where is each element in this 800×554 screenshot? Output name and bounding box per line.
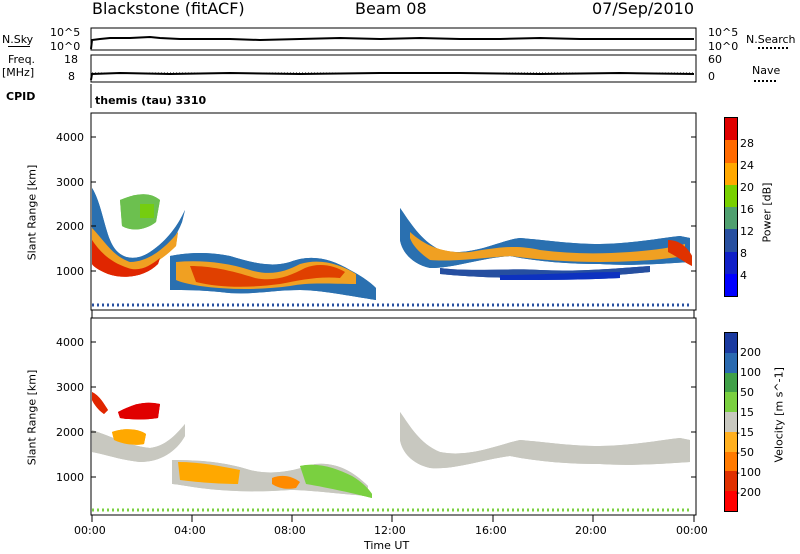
x-axis-label: Time UT [364,539,410,552]
nsearch-legend-line [758,47,788,49]
vel-cbtick-200: 200 [740,346,761,359]
power-colorbar [724,117,738,297]
cpid-label: CPID [6,90,36,103]
power-colorbar-segment [725,251,737,274]
nave-label: Nave [752,64,781,77]
power-panel [90,112,697,311]
power-cb-label: Power [dB] [760,182,774,243]
vel-cbtick-m100: -100 [736,466,761,479]
vel-cbtick-m50: -50 [736,446,754,459]
power-echoes [92,188,692,300]
beam-title: Beam 08 [355,0,427,18]
nsky-trace [90,35,694,50]
xtick-0400: 04:00 [174,524,206,537]
cpid-value: themis (tau) 3310 [95,94,207,107]
freq-tick-top: 18 [64,53,78,66]
nsky-label: N.Sky [2,33,34,46]
velocity-panel [90,317,697,516]
power-ylabel: Slant Range [km] [25,164,39,261]
power-ytick-3000: 3000 [56,176,84,189]
velocity-colorbar-segment [725,491,737,512]
power-cbtick-8: 8 [740,247,747,260]
power-colorbar-segment [725,273,737,296]
x-axis-ticks [91,310,695,522]
vel-cbtick-m15: -15 [736,426,754,439]
power-cbtick-12: 12 [740,225,754,238]
nsky-panel [90,27,697,108]
velocity-colorbar-segment [725,471,737,492]
velocity-colorbar-segment [725,451,737,472]
nsky-legend-line [8,46,30,47]
nsky-tick-top: 10^5 [50,26,81,39]
power-ytick-1000: 1000 [56,265,84,278]
power-colorbar-segment [725,207,737,230]
velocity-colorbar-segment [725,431,737,452]
xtick-0000: 00:00 [74,524,106,537]
power-cbtick-24: 24 [740,159,754,172]
nsky-tick-bottom: 10^0 [50,40,81,53]
nsearch-tick-bottom: 10^0 [708,40,739,53]
xtick-2000: 20:00 [575,524,607,537]
power-colorbar-segment [725,229,737,252]
velocity-colorbar-segment [725,412,737,432]
velocity-colorbar-segment [725,333,737,353]
freq-trace [90,71,695,81]
power-cbtick-28: 28 [740,137,754,150]
velocity-echoes [92,392,690,498]
power-colorbar-segment [725,184,737,207]
freq-unit-label: [MHz] [2,66,35,79]
power-colorbar-segment [725,118,737,141]
station-title: Blackstone (fitACF) [92,0,245,18]
nave-tick-top: 60 [708,53,722,66]
power-cbtick-16: 16 [740,203,754,216]
vel-ytick-1000: 1000 [56,471,84,484]
velocity-colorbar [724,332,738,512]
xtick-0800: 08:00 [274,524,306,537]
vel-ytick-2000: 2000 [56,426,84,439]
power-colorbar-segment [725,140,737,163]
xtick-end: 00:00 [676,524,708,537]
power-ytick-2000: 2000 [56,220,84,233]
vel-cbtick-15: 15 [740,406,754,419]
velocity-colorbar-segment [725,352,737,373]
vel-ylabel: Slant Range [km] [25,369,39,466]
freq-tick-bottom: 8 [68,70,75,83]
vel-cbtick-100: 100 [740,366,761,379]
date-title: 07/Sep/2010 [592,0,695,18]
nsearch-tick-top: 10^5 [708,26,739,39]
velocity-colorbar-segment [725,392,737,413]
power-colorbar-segment [725,162,737,185]
velocity-colorbar-segment [725,372,737,393]
power-cbtick-4: 4 [740,269,747,282]
vel-ytick-4000: 4000 [56,336,84,349]
nave-legend-line [754,80,776,82]
nave-tick-bottom: 0 [708,70,715,83]
power-ytick-4000: 4000 [56,131,84,144]
vel-ytick-3000: 3000 [56,381,84,394]
vel-cbtick-m200: -200 [736,486,761,499]
vel-cb-label: Velocity [m s^-1] [772,367,786,463]
nsearch-label: N.Search [746,33,796,46]
power-cbtick-20: 20 [740,181,754,194]
xtick-1200: 12:00 [374,524,406,537]
vel-cbtick-50: 50 [740,386,754,399]
freq-label: Freq. [8,53,36,66]
xtick-1600: 16:00 [475,524,507,537]
